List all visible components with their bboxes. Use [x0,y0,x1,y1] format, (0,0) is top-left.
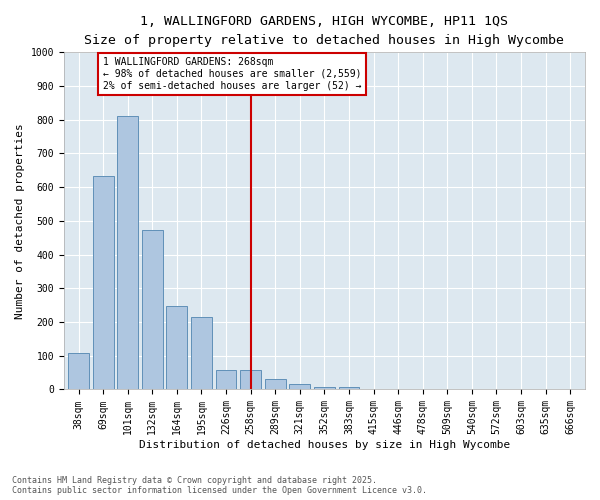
Bar [240,370,261,390]
Bar [166,306,187,390]
Bar [92,176,113,390]
Bar [117,116,138,390]
X-axis label: Distribution of detached houses by size in High Wycombe: Distribution of detached houses by size … [139,440,510,450]
Bar [191,317,212,390]
Bar [289,384,310,390]
Bar [215,370,236,390]
Text: 1 WALLINGFORD GARDENS: 268sqm
← 98% of detached houses are smaller (2,559)
2% of: 1 WALLINGFORD GARDENS: 268sqm ← 98% of d… [103,58,361,90]
Y-axis label: Number of detached properties: Number of detached properties [15,123,25,319]
Bar [142,230,163,390]
Title: 1, WALLINGFORD GARDENS, HIGH WYCOMBE, HP11 1QS
Size of property relative to deta: 1, WALLINGFORD GARDENS, HIGH WYCOMBE, HP… [85,15,565,47]
Bar [314,387,335,390]
Bar [265,380,286,390]
Text: Contains HM Land Registry data © Crown copyright and database right 2025.
Contai: Contains HM Land Registry data © Crown c… [12,476,427,495]
Bar [338,387,359,390]
Bar [68,354,89,390]
